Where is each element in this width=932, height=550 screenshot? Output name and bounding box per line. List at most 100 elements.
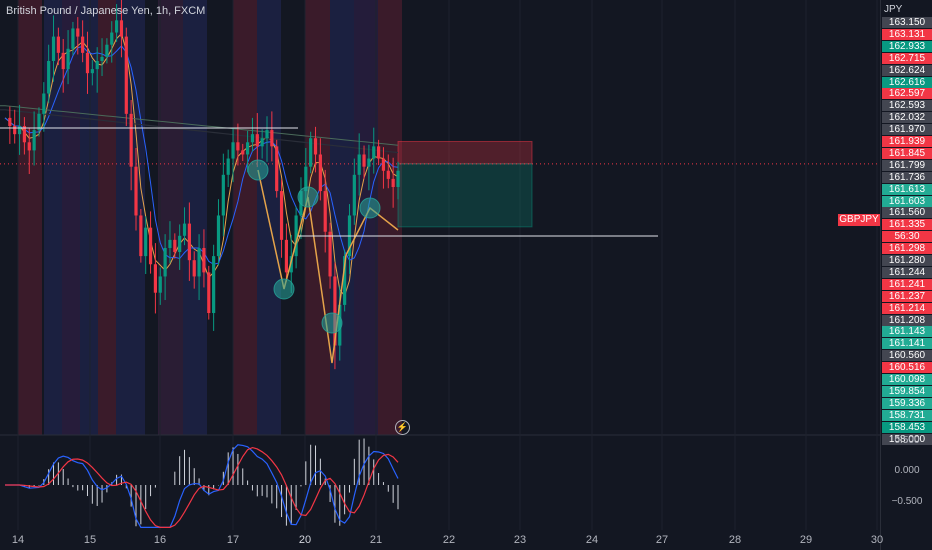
price-label: 158.000	[882, 433, 932, 445]
price-label: 161.237	[882, 290, 932, 302]
price-label: 161.799	[882, 159, 932, 171]
candle-body	[275, 146, 279, 192]
ma-fast	[4, 32, 399, 297]
candle-body	[333, 276, 337, 346]
pattern-drawing[interactable]	[247, 159, 399, 364]
candle-body	[163, 247, 167, 277]
candle-body	[13, 126, 17, 135]
candle-body	[372, 146, 376, 159]
session-bands	[0, 0, 880, 436]
session-band	[62, 0, 80, 435]
price-label: 163.150	[882, 17, 932, 28]
candle-body	[250, 134, 255, 143]
candle-body	[260, 138, 264, 147]
price-label: 159.336	[882, 397, 932, 409]
candle-body	[110, 32, 114, 45]
price-label: 161.613	[882, 183, 932, 195]
pivot-marker	[273, 278, 295, 300]
pivot-marker	[247, 159, 269, 181]
candle-body	[367, 158, 371, 167]
price-label: 162.032	[882, 112, 932, 124]
time-tick: 28	[728, 534, 742, 546]
session-band	[80, 0, 98, 435]
candle-body	[202, 247, 206, 273]
time-tick: 15	[83, 534, 97, 546]
moving-averages	[0, 32, 399, 297]
price-label: 161.560	[882, 207, 932, 219]
candle-body	[105, 44, 109, 57]
price-label: 161.141	[882, 338, 932, 350]
time-tick: 22	[442, 534, 456, 546]
price-label: 161.208	[882, 314, 932, 326]
pivot-marker	[359, 197, 381, 219]
candle-body	[270, 130, 274, 147]
horizontal-lines[interactable]	[0, 127, 658, 237]
price-label: 161.603	[882, 195, 932, 207]
candle-body	[221, 174, 225, 216]
long-short-position-tool[interactable]	[0, 140, 880, 228]
candle-body	[357, 154, 361, 175]
session-band	[183, 0, 207, 435]
candle-body	[139, 215, 143, 257]
candle-body	[178, 235, 182, 253]
price-label: 159.854	[882, 385, 932, 397]
candle-body	[100, 56, 104, 61]
candle-body	[56, 36, 60, 53]
candle-body	[37, 113, 41, 131]
oscillator-label: 0.000	[894, 465, 920, 476]
price-label: 162.624	[882, 64, 932, 76]
symbol-tag: GBPJPY	[838, 214, 880, 226]
candle-body	[313, 138, 318, 155]
candle-body	[81, 36, 85, 53]
chart-title: British Pound / Japanese Yen, 1h, FXCM	[6, 5, 206, 17]
candle-body	[245, 142, 250, 155]
price-axis[interactable]: JPY 163.150 163.131 162.933 162.715 162.624 1…	[880, 0, 932, 550]
candle-body	[27, 142, 31, 151]
price-label: 162.593	[882, 100, 932, 112]
candle-body	[187, 223, 191, 261]
candle-body	[207, 272, 211, 314]
candle-body	[236, 142, 240, 151]
pivot-marker	[297, 186, 319, 208]
candle-body	[17, 126, 22, 135]
candle-body	[294, 215, 298, 257]
price-label: 56:30	[882, 231, 932, 243]
lightning-icon[interactable]: ⚡	[395, 420, 410, 435]
candle-body	[241, 150, 245, 155]
candle-body	[66, 48, 70, 70]
candle-body	[85, 52, 90, 74]
time-tick: 14	[11, 534, 25, 546]
candle-body	[61, 52, 65, 70]
pivot-marker	[321, 312, 343, 334]
stop-zone	[397, 140, 533, 165]
candle-body	[216, 215, 221, 257]
price-label: 158.731	[882, 409, 932, 421]
price-label: 160.516	[882, 362, 932, 374]
time-tick: 24	[585, 534, 599, 546]
price-label: 160.098	[882, 374, 932, 385]
candle-body	[318, 154, 322, 192]
candle-body	[119, 20, 124, 37]
price-label: 160.560	[882, 350, 932, 362]
macd-line	[5, 444, 399, 528]
candle-body	[309, 138, 313, 167]
time-tick: 17	[226, 534, 240, 546]
oscillator-label: 0.500	[894, 435, 920, 446]
candle-body	[22, 126, 27, 143]
candle-body	[391, 178, 395, 188]
candle-body	[134, 166, 138, 216]
price-label: 161.280	[882, 255, 932, 266]
candle-body	[197, 247, 201, 277]
candle-body	[386, 170, 390, 179]
candle-body	[192, 260, 196, 277]
macd-oscillator	[5, 438, 399, 528]
candle-body	[381, 158, 386, 171]
price-label: 161.241	[882, 278, 932, 290]
candle-body	[352, 174, 356, 216]
time-tick: 27	[655, 534, 669, 546]
candle-body	[304, 166, 308, 192]
candle-body	[173, 239, 177, 253]
candle-body	[328, 231, 332, 277]
candle-body	[42, 93, 46, 114]
